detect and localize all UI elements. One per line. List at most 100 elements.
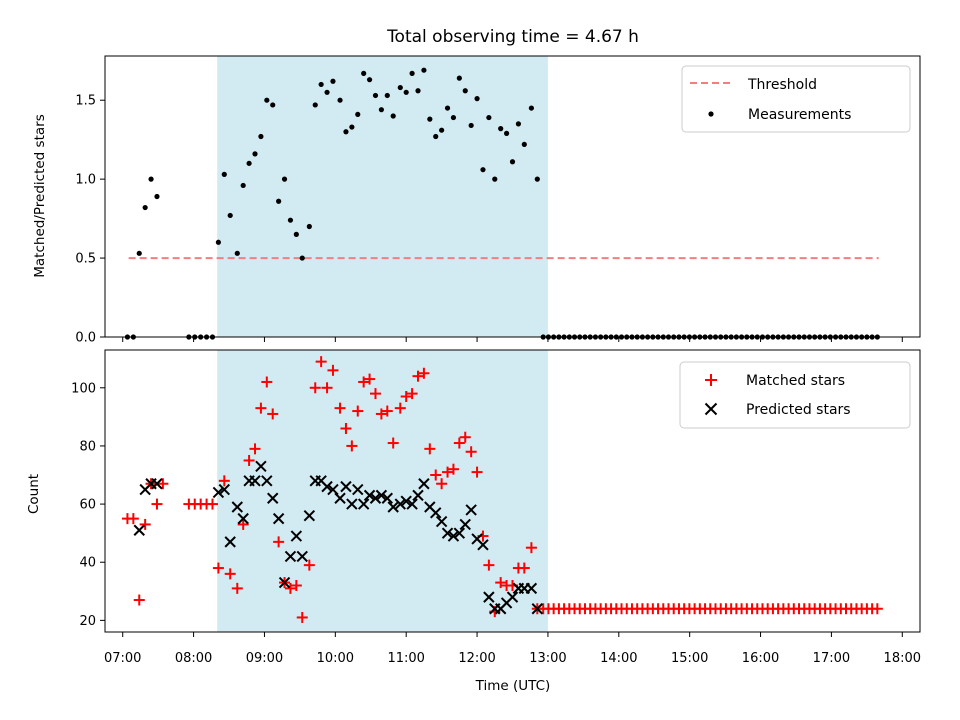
- count-point: [430, 507, 442, 519]
- count-point: [459, 518, 471, 531]
- x-tick-label: 17:00: [813, 651, 850, 666]
- count-point: [400, 495, 412, 507]
- count-point-b: [424, 501, 436, 513]
- ratio-point: [474, 96, 480, 102]
- ratio-point: [270, 102, 276, 108]
- count-point: [363, 489, 376, 502]
- count-point: [327, 364, 339, 376]
- count-point: [495, 577, 507, 589]
- count-point: [261, 376, 273, 388]
- count-point: [321, 382, 333, 394]
- count-point: [352, 405, 364, 417]
- count-point: [418, 478, 430, 490]
- x-tick-label: 08:00: [175, 651, 212, 666]
- count-point-b: [334, 492, 346, 504]
- count-point: [340, 480, 352, 493]
- ratio-point: [462, 88, 468, 94]
- count-point-b: [477, 539, 489, 551]
- ratio-point: [287, 217, 294, 223]
- count-point-b: [525, 582, 538, 595]
- legend-matched-label: Matched stars: [746, 373, 845, 389]
- ratio-point: [276, 198, 282, 204]
- ratio-point: [337, 97, 343, 103]
- count-point: [212, 562, 224, 574]
- count-point: [442, 466, 454, 478]
- ratio-point: [521, 141, 527, 148]
- legend-matched-marker: [705, 374, 717, 386]
- ratio-point: [528, 105, 534, 111]
- count-point: [447, 463, 459, 475]
- count-point: [375, 489, 388, 502]
- count-point: [375, 408, 387, 420]
- count-point: [151, 478, 163, 490]
- count-legend-box: [679, 361, 911, 429]
- count-point: [531, 603, 544, 615]
- count-series-1: [133, 460, 544, 615]
- count-point-b: [406, 498, 418, 510]
- count-point: [525, 542, 537, 554]
- count-point: [340, 422, 352, 434]
- ratio-legend-box: [681, 65, 911, 133]
- ratio-point: [515, 121, 522, 127]
- ratio-point: [378, 107, 384, 113]
- ratio-point: [312, 102, 318, 108]
- x-axis-label: Time (UTC): [475, 678, 551, 694]
- ratio-point: [355, 111, 361, 118]
- count-panel: 20 40 60 80 100 Count Matched stars Predicte…: [26, 349, 921, 637]
- count-point: [290, 579, 302, 591]
- count-point: [346, 440, 358, 452]
- legend-threshold-label: Threshold: [747, 77, 817, 93]
- count-point: [453, 437, 465, 449]
- count-point-b: [352, 483, 364, 496]
- count-point-b: [453, 527, 466, 539]
- count-point: [394, 498, 406, 510]
- count-point: [394, 402, 406, 414]
- ratio-y-axis-label: Matched/Predicted stars: [32, 114, 48, 277]
- count-point: [139, 518, 151, 530]
- count-point-b: [357, 498, 370, 510]
- ratio-point: [421, 67, 427, 73]
- count-point: [387, 437, 399, 449]
- count-ytick-label: 60: [79, 498, 96, 513]
- count-point: [436, 478, 448, 490]
- ratio-point: [264, 97, 270, 103]
- x-tick-label: 12:00: [458, 651, 495, 666]
- count-point: [369, 492, 382, 504]
- count-point-b: [483, 591, 495, 603]
- count-point: [412, 489, 424, 502]
- count-point: [267, 408, 279, 420]
- ratio-point: [468, 122, 474, 129]
- count-point: [278, 576, 291, 589]
- count-point: [255, 460, 267, 472]
- chart-title: Total observing time = 4.67 h: [386, 27, 639, 47]
- ratio-point: [148, 176, 154, 182]
- count-point-b: [412, 489, 424, 502]
- count-ytick-label: 80: [79, 439, 96, 454]
- count-axes-frame: [104, 349, 921, 633]
- ratio-point: [299, 255, 305, 261]
- count-point-b: [261, 475, 273, 487]
- count-legend: Matched stars Predicted stars: [679, 361, 911, 429]
- count-point: [424, 443, 436, 455]
- count-point: [231, 582, 243, 594]
- count-point-b: [430, 507, 442, 519]
- count-point-b: [315, 475, 327, 487]
- ratio-point: [154, 193, 160, 200]
- count-point-b: [387, 501, 399, 513]
- count-point-b: [459, 518, 471, 531]
- count-point-b: [212, 486, 225, 499]
- count-point: [218, 483, 231, 496]
- ratio-point: [240, 182, 246, 189]
- count-point-b: [435, 515, 448, 528]
- count-point-b: [237, 512, 249, 525]
- ratio-panel: 0.0 0.5 1.0 1.5 Matched/Predicted stars Thr…: [32, 55, 921, 346]
- ratio-point: [439, 127, 445, 133]
- ratio-point: [456, 75, 462, 81]
- count-point: [518, 562, 530, 574]
- ratio-point: [361, 70, 367, 76]
- count-point-b: [296, 550, 308, 563]
- ratio-axes-frame: [104, 55, 921, 338]
- count-point: [471, 466, 483, 478]
- ratio-point: [215, 239, 221, 245]
